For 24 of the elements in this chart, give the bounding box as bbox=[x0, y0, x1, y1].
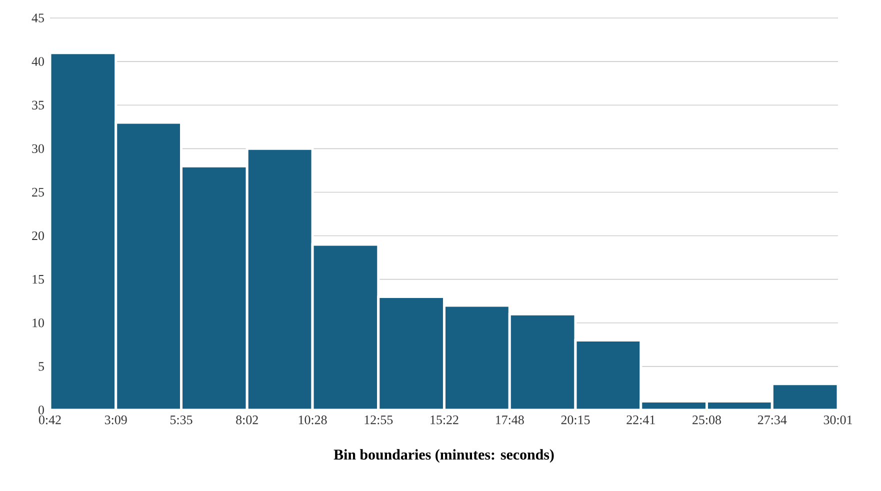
x-tick-label: 30:01 bbox=[824, 416, 852, 424]
y-tick-label: 10 bbox=[32, 318, 44, 328]
y-tick-label: 20 bbox=[32, 231, 44, 240]
y-tick-label: 40 bbox=[32, 57, 44, 66]
x-tick-label: 15:22 bbox=[430, 416, 458, 424]
x-tick-label: 5:35 bbox=[170, 416, 192, 424]
y-tick-label: 0 bbox=[38, 406, 44, 414]
x-tick-label: 25:08 bbox=[692, 416, 721, 424]
y-tick-label: 45 bbox=[32, 14, 44, 22]
x-tick-label: 22:41 bbox=[626, 416, 655, 424]
x-tick-label: 27:34 bbox=[758, 416, 787, 424]
y-tick-label: 5 bbox=[38, 362, 44, 371]
x-tick-label: 8:02 bbox=[236, 416, 258, 424]
x-tick-label: 17:48 bbox=[496, 416, 524, 424]
x-tick-label: 0:42 bbox=[38, 416, 61, 424]
x-tick-label: 12:55 bbox=[364, 416, 393, 424]
y-tick-label: 30 bbox=[32, 144, 44, 154]
x-tick-label: 20:15 bbox=[561, 416, 590, 424]
x-tick-label: 3:09 bbox=[104, 416, 127, 424]
x-tick-label: 10:28 bbox=[298, 416, 327, 424]
x-axis-title: Bin boundaries (minutes: seconds) bbox=[334, 449, 554, 463]
y-tick-label: 25 bbox=[32, 188, 44, 197]
y-tick-label: 15 bbox=[32, 274, 44, 284]
y-tick-label: 35 bbox=[32, 100, 44, 110]
